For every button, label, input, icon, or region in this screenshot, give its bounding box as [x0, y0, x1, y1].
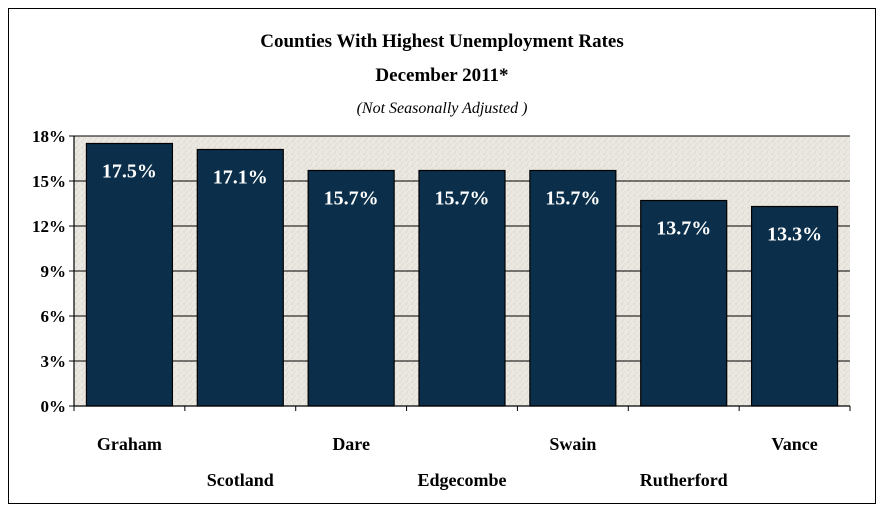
y-tick-label: 9%	[41, 262, 67, 281]
x-category-label: Vance	[771, 434, 817, 454]
data-label: 17.5%	[102, 161, 157, 183]
chart-frame: Counties With Highest Unemployment Rates…	[8, 8, 876, 504]
x-category-label: Scotland	[207, 470, 274, 490]
data-label: 15.7%	[545, 188, 600, 210]
y-tick-labels: 0% 3% 6% 9% 12% 15% 18%	[32, 127, 66, 416]
data-label: 13.7%	[656, 218, 711, 240]
x-category-label: Swain	[549, 434, 596, 454]
data-label: 13.3%	[767, 224, 822, 246]
data-label: 15.7%	[324, 188, 379, 210]
chart-subtitle: December 2011*	[375, 65, 508, 86]
y-tick-label: 6%	[41, 307, 67, 326]
x-category-labels: Graham Scotland Dare Edgecombe Swain Rutherfo…	[97, 434, 818, 490]
x-category-label: Dare	[332, 434, 370, 454]
y-tick-label: 18%	[32, 127, 66, 146]
data-labels: 17.5% 17.1% 15.7% 15.7% 15.7% 13.7% 13.3%	[102, 161, 822, 246]
x-category-label: Graham	[97, 434, 162, 454]
bar-vance	[750, 205, 839, 407]
bar-graham	[85, 142, 174, 407]
data-label: 15.7%	[435, 188, 490, 210]
y-tick-label: 12%	[32, 217, 66, 236]
axes	[69, 135, 851, 411]
data-label: 17.1%	[213, 167, 268, 189]
x-category-label: Edgecombe	[418, 470, 507, 490]
bars	[85, 142, 839, 407]
bar-chart: Counties With Highest Unemployment Rates…	[32, 31, 851, 490]
chart-title: Counties With Highest Unemployment Rates	[260, 31, 623, 52]
y-tick-label: 15%	[32, 172, 66, 191]
x-category-label: Rutherford	[640, 470, 728, 490]
y-tick-label: 3%	[41, 352, 67, 371]
y-tick-label: 0%	[41, 397, 67, 416]
chart-note: (Not Seasonally Adjusted )	[357, 100, 528, 117]
bar-rutherford	[640, 199, 728, 407]
